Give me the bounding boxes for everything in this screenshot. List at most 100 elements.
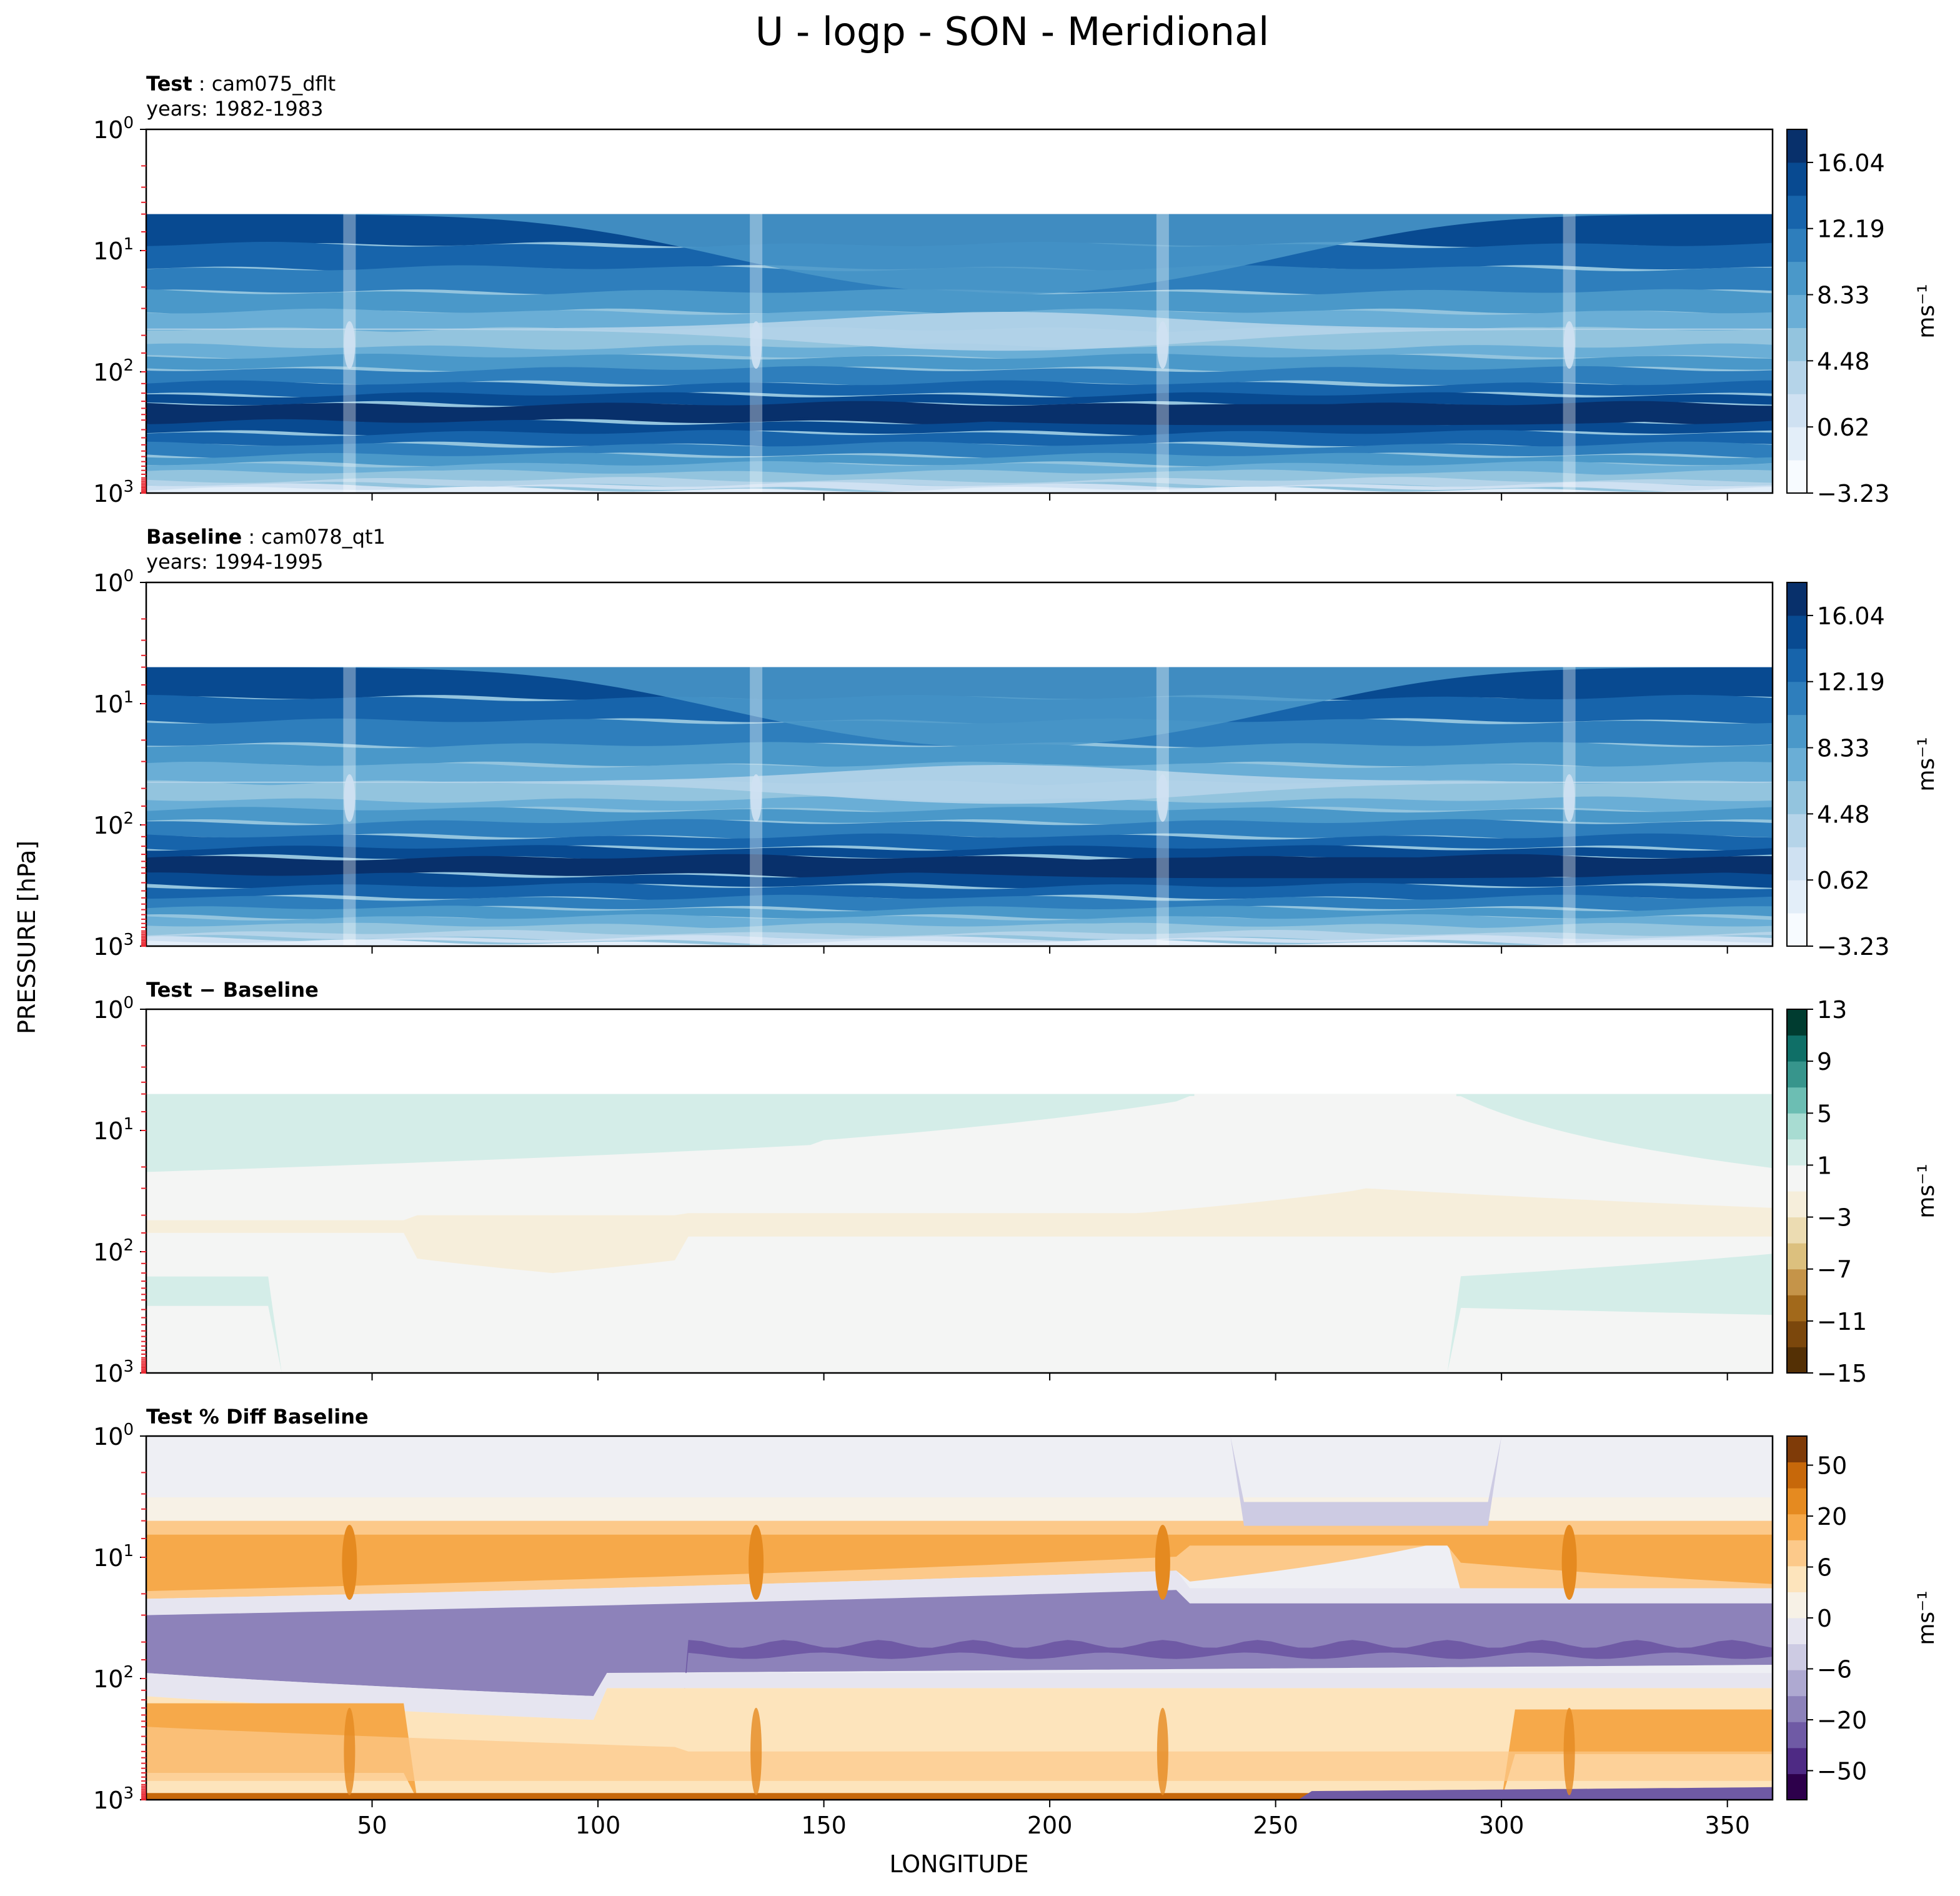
y-tick-base: 10 [93, 359, 123, 386]
y-tick-exp: 3 [123, 931, 134, 949]
colorbar-swatch [1787, 1191, 1807, 1218]
colorbar-tick-label: 4.48 [1817, 347, 1870, 375]
y-tick-exp: 2 [123, 1236, 134, 1255]
contour-band [146, 1673, 1773, 1720]
contour-band [146, 667, 1773, 748]
contour-band [146, 1094, 1773, 1172]
colorbar-swatch [1787, 847, 1807, 881]
y-tick-base: 10 [93, 1787, 123, 1814]
colorbar-swatch [1787, 747, 1807, 781]
colorbar-swatch [1787, 327, 1807, 361]
contour-band [146, 796, 1773, 813]
colorbar-tick-label: 12.19 [1817, 669, 1885, 696]
colorbar-tick-label: 6 [1817, 1554, 1832, 1582]
contour-band [146, 1727, 1773, 1781]
colorbar-swatch [1787, 1462, 1807, 1489]
colorbar-frame [1786, 129, 1808, 494]
colorbar-tick-label: −6 [1817, 1655, 1852, 1683]
contour-band [146, 742, 1773, 768]
panel-title: Baseline : cam078_qt1 [146, 525, 386, 549]
colorbar-swatch [1787, 648, 1807, 682]
contour-band [1194, 1094, 1456, 1140]
y-tick-base: 10 [93, 569, 123, 597]
colorbar-tick-label: 16.04 [1817, 602, 1885, 630]
y-tick-label: 102 [93, 809, 134, 839]
contour-band [146, 923, 1773, 936]
contour-artifact [750, 321, 762, 369]
contour-band [146, 289, 1773, 315]
panel-title-rest: : cam078_qt1 [242, 525, 386, 549]
contour-band [146, 312, 1773, 351]
y-tick-exp: 2 [123, 356, 134, 375]
colorbar-tick-label: 20 [1817, 1503, 1847, 1530]
y-tick-exp: 0 [123, 114, 134, 132]
panel-subtitle: years: 1982-1983 [146, 97, 323, 121]
colorbar-swatch [1787, 195, 1807, 229]
colorbar-swatch [1787, 1009, 1807, 1036]
contour-band [146, 765, 1773, 804]
colorbar-swatch [1787, 162, 1807, 196]
colorbar-swatch [1787, 814, 1807, 847]
colorbar-tick-label: 8.33 [1817, 735, 1870, 762]
colorbar-tick-label: 4.48 [1817, 801, 1870, 828]
contour-band [146, 1188, 1773, 1274]
contour-artifact [1157, 1707, 1168, 1795]
y-tick-label: 100 [93, 567, 134, 597]
y-tick-label: 101 [93, 1542, 134, 1572]
y-tick-exp: 1 [123, 1542, 134, 1560]
colorbar-swatch [1787, 781, 1807, 814]
colorbar-swatch [1787, 394, 1807, 427]
colorbar-frame [1786, 1009, 1808, 1374]
colorbar-label: ms⁻¹ [1914, 737, 1939, 791]
colorbar-swatch [1787, 460, 1807, 494]
contour-band [146, 404, 1773, 426]
contour-artifact [749, 1525, 764, 1600]
panel-title: Test : cam075_dflt [146, 72, 336, 96]
panel-subtitle: years: 1994-1995 [146, 550, 323, 574]
colorbar-swatch [1787, 427, 1807, 461]
contour-band [146, 214, 1773, 295]
contour-band [146, 430, 1773, 448]
x-tick-label: 250 [1253, 1812, 1298, 1839]
colorbar-swatch [1787, 1722, 1807, 1749]
plot-frame [145, 581, 1774, 947]
colorbar-swatch [1787, 1695, 1807, 1722]
colorbar-swatch [1787, 1061, 1807, 1088]
panel-title-bold: Baseline [146, 525, 242, 549]
contour-band [146, 366, 1773, 387]
colorbar-swatch [1787, 1670, 1807, 1697]
colorbar-tick-label: 1 [1817, 1152, 1832, 1179]
x-tick-label: 200 [1027, 1812, 1073, 1839]
colorbar-swatch [1787, 1774, 1807, 1800]
colorbar-swatch [1787, 1087, 1807, 1114]
x-axis-label: LONGITUDE [889, 1850, 1028, 1878]
colorbar-swatch [1787, 1347, 1807, 1374]
y-tick-base: 10 [93, 691, 123, 718]
y-tick-exp: 3 [123, 1357, 134, 1376]
y-tick-label: 101 [93, 1115, 134, 1145]
colorbar-swatch [1787, 1565, 1807, 1592]
colorbar-tick-label: 50 [1817, 1452, 1847, 1480]
contour-band [146, 857, 1773, 879]
contour-band [146, 894, 1773, 912]
contour-band [146, 461, 1773, 476]
y-tick-exp: 1 [123, 1115, 134, 1134]
contour-artifact [344, 321, 356, 369]
panel-title-bold: Test − Baseline [146, 978, 319, 1002]
y-tick-label: 101 [93, 235, 134, 265]
colorbar-swatch [1787, 129, 1807, 163]
y-tick-base: 10 [93, 812, 123, 839]
contour-artifact [1563, 1707, 1575, 1795]
colorbar-swatch [1787, 294, 1807, 328]
colorbar-swatch [1787, 1295, 1807, 1322]
colorbar-label: ms⁻¹ [1914, 1164, 1939, 1218]
contour-band [146, 452, 1773, 467]
y-tick-base: 10 [93, 1239, 123, 1266]
contour-band [146, 482, 1773, 492]
colorbar-tick-label: −50 [1817, 1757, 1867, 1785]
colorbar-swatch [1787, 1644, 1807, 1670]
panel-title-bold: Test [146, 72, 192, 96]
contour-artifact [1157, 321, 1168, 369]
colorbar-tick-label: −7 [1817, 1256, 1852, 1284]
